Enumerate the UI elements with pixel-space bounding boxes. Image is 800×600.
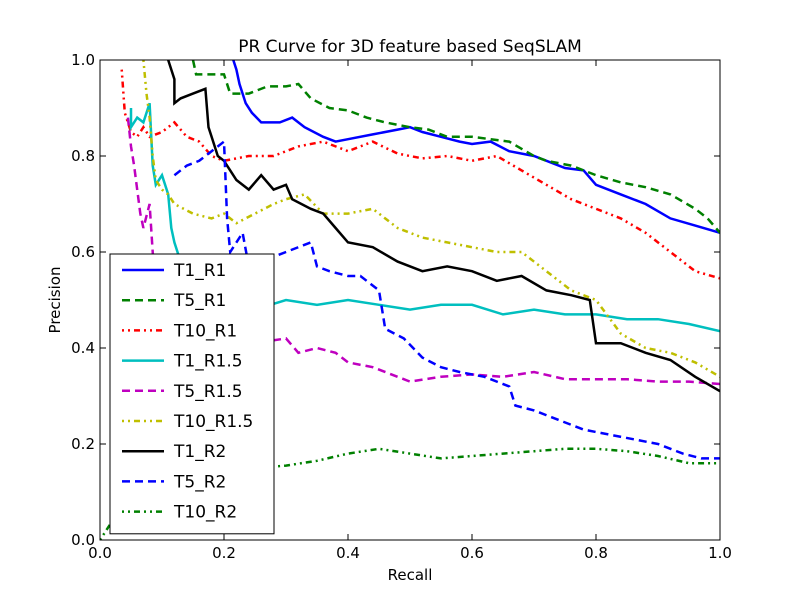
y-axis-label: Precision <box>46 267 64 334</box>
ticks-layer: 0.0 0.2 0.4 0.6 0.8 1.0 0.0 0.2 0.4 0.6 0.8 1.0 <box>71 51 732 562</box>
y-tick-label: 0.0 <box>71 531 95 549</box>
legend-label: T1_R1 <box>173 261 226 281</box>
y-tick-label: 1.0 <box>71 51 95 69</box>
x-tick-label: 0.8 <box>584 544 608 562</box>
series-line-t5-r1 <box>191 60 720 234</box>
y-tick-label: 0.2 <box>71 435 95 453</box>
series-line-t5-r2 <box>173 139 720 460</box>
x-tick-label: 0.0 <box>88 544 112 562</box>
legend-label: T1_R1.5 <box>173 352 243 372</box>
x-tick-label: 0.2 <box>212 544 236 562</box>
y-tick-label: 0.6 <box>71 243 95 261</box>
legend-label: T5_R1.5 <box>173 382 243 402</box>
legend-label: T5_R2 <box>173 472 226 492</box>
x-axis-label: Recall <box>388 566 433 584</box>
y-tick-label: 0.8 <box>71 147 95 165</box>
series-line-t1-r2 <box>167 60 720 393</box>
series-line-t5-r1-5 <box>126 117 720 386</box>
x-tick-label: 0.6 <box>460 544 484 562</box>
legend: T1_R1 T5_R1 T10_R1 T1_R1.5 T5_R1.5 T10_R1.5 T1… <box>109 253 275 535</box>
series-line-t1-r1 <box>232 60 720 235</box>
series-layer <box>100 60 720 540</box>
series-line-t10-r1 <box>120 69 720 280</box>
x-tick-label: 0.4 <box>336 544 360 562</box>
legend-label: T1_R2 <box>173 442 226 462</box>
legend-label: T10_R2 <box>173 503 237 523</box>
x-tick-label: 1.0 <box>708 544 732 562</box>
chart-title: PR Curve for 3D feature based SeqSLAM <box>238 37 582 57</box>
legend-label: T5_R1 <box>173 291 226 311</box>
legend-label: T10_R1 <box>173 321 237 341</box>
plot-frame <box>99 59 721 541</box>
legend-label: T10_R1.5 <box>173 412 253 432</box>
y-tick-label: 0.4 <box>71 339 95 357</box>
